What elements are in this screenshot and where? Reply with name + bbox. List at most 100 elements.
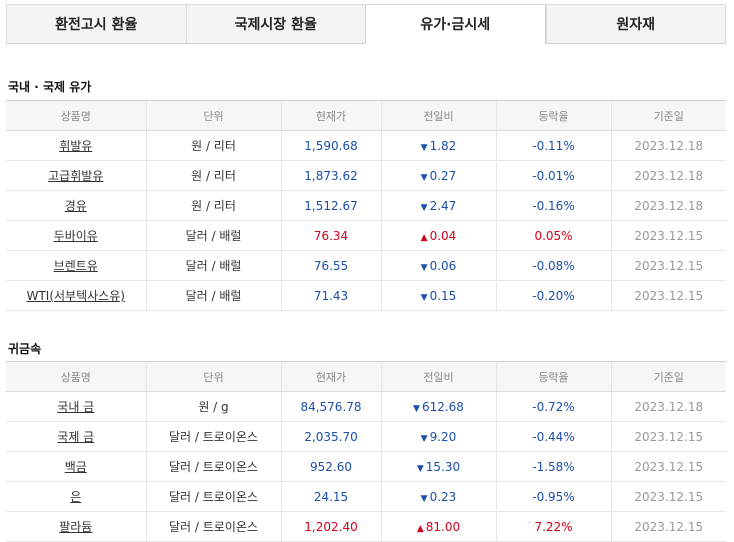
base-date-cell: 2023.12.15 — [610, 250, 726, 281]
product-link[interactable]: 국제 금 — [57, 430, 95, 444]
col-base-date: 기준일 — [610, 100, 726, 131]
triangle-down-icon: ▼ — [420, 292, 428, 303]
current-price-cell: 84,576.78 — [280, 391, 381, 422]
col-product-name: 상품명 — [6, 361, 146, 392]
product-link[interactable]: 두바이유 — [53, 229, 98, 243]
change-rate-cell: -0.44% — [495, 421, 611, 452]
base-date-cell: 2023.12.18 — [610, 130, 726, 161]
product-link[interactable]: 은 — [70, 490, 82, 504]
change-value: 0.06 — [429, 258, 457, 273]
base-date-cell: 2023.12.18 — [610, 190, 726, 221]
triangle-down-icon: ▼ — [420, 262, 428, 273]
change-rate-cell: -0.20% — [495, 280, 611, 311]
change-cell: ▼ 1.82 — [380, 130, 496, 161]
product-link[interactable]: WTI(서부텍사스유) — [26, 289, 125, 303]
unit-cell: 달러 / 배럴 — [145, 250, 281, 281]
current-price-cell: 1,202.40 — [280, 511, 381, 542]
current-price-cell: 24.15 — [280, 481, 381, 512]
product-link[interactable]: 국내 금 — [57, 400, 95, 414]
current-price-cell: 76.34 — [280, 220, 381, 251]
metal-section-title: 귀금속 — [8, 342, 42, 356]
unit-cell: 달러 / 배럴 — [145, 220, 281, 251]
change-cell: ▼ 0.23 — [380, 481, 496, 512]
col-change-rate: 등락율 — [495, 361, 611, 392]
base-date-cell: 2023.12.15 — [610, 421, 726, 452]
product-link[interactable]: 브렌트유 — [53, 259, 98, 273]
col-change: 전일비 — [380, 100, 496, 131]
change-value: 0.23 — [429, 489, 457, 504]
table-row: 경유 원 / 리터 1,512.67 ▼ 2.47 -0.16% 2023.12.18 — [6, 190, 726, 221]
change-value: 0.04 — [429, 228, 457, 243]
product-name-cell: 두바이유 — [6, 220, 146, 251]
triangle-down-icon: ▼ — [413, 403, 420, 414]
tab-oil-gold[interactable]: 유가·금시세 — [365, 4, 546, 44]
table-row: 휘발유 원 / 리터 1,590.68 ▼ 1.82 -0.11% 2023.12.18 — [6, 130, 726, 161]
product-name-cell: 휘발유 — [6, 130, 146, 161]
table-row: 백금 달러 / 트로이온스 952.60 ▼ 15.30 -1.58% 2023.12.15 — [6, 451, 726, 482]
change-cell: ▼ 9.20 — [380, 421, 496, 452]
tab-raw-materials[interactable]: 원자재 — [545, 4, 726, 44]
change-rate-cell: -1.58% — [495, 451, 611, 482]
product-link[interactable]: 백금 — [64, 460, 87, 474]
current-price-cell: 1,873.62 — [280, 160, 381, 191]
product-link[interactable]: 휘발유 — [59, 139, 93, 153]
change-rate-cell: -0.11% — [495, 130, 611, 161]
current-price-cell: 2,035.70 — [280, 421, 381, 452]
col-base-date: 기준일 — [610, 361, 726, 392]
triangle-down-icon: ▼ — [420, 142, 428, 153]
table-row: 은 달러 / 트로이온스 24.15 ▼ 0.23 -0.95% 2023.12.15 — [6, 481, 726, 512]
base-date-cell: 2023.12.18 — [610, 160, 726, 191]
oil-section-title: 국내 · 국제 유가 — [8, 80, 92, 94]
triangle-down-icon: ▼ — [420, 433, 428, 444]
metal-table-header: 상품명 단위 현재가 전일비 등락율 기준일 — [6, 361, 726, 392]
tab-international-exchange[interactable]: 국제시장 환율 — [185, 4, 365, 44]
unit-cell: 달러 / 배럴 — [145, 280, 281, 311]
table-row: 두바이유 달러 / 배럴 76.34 ▲ 0.04 0.05% 2023.12.15 — [6, 220, 726, 251]
change-value: 612.68 — [421, 399, 464, 414]
change-rate-cell: 0.05% — [495, 220, 611, 251]
change-rate-cell: -0.08% — [495, 250, 611, 281]
table-row: 팔라듐 달러 / 트로이온스 1,202.40 ▲ 81.00 7.22% 2023.12.… — [6, 511, 726, 542]
base-date-cell: 2023.12.15 — [610, 220, 726, 251]
metal-price-table: 상품명 단위 현재가 전일비 등락율 기준일 국내 금 원 / g 84,576.7… — [6, 361, 726, 542]
oil-table-header: 상품명 단위 현재가 전일비 등락율 기준일 — [6, 100, 726, 131]
unit-cell: 달러 / 트로이온스 — [145, 421, 281, 452]
base-date-cell: 2023.12.15 — [610, 451, 726, 482]
current-price-cell: 952.60 — [280, 451, 381, 482]
col-current-price: 현재가 — [280, 100, 381, 131]
current-price-cell: 76.55 — [280, 250, 381, 281]
change-cell: ▼ 612.68 — [380, 391, 496, 422]
product-name-cell: 브렌트유 — [6, 250, 146, 281]
change-value: 2.47 — [429, 198, 457, 213]
table-row: 브렌트유 달러 / 배럴 76.55 ▼ 0.06 -0.08% 2023.12.15 — [6, 250, 726, 281]
change-rate-cell: -0.01% — [495, 160, 611, 191]
current-price-cell: 1,590.68 — [280, 130, 381, 161]
unit-cell: 원 / 리터 — [145, 190, 281, 221]
product-link[interactable]: 경유 — [64, 199, 87, 213]
product-name-cell: 은 — [6, 481, 146, 512]
product-link[interactable]: 팔라듐 — [59, 520, 93, 534]
product-name-cell: 경유 — [6, 190, 146, 221]
col-product-name: 상품명 — [6, 100, 146, 131]
product-link[interactable]: 고급휘발유 — [48, 169, 104, 183]
product-name-cell: WTI(서부텍사스유) — [6, 280, 146, 311]
product-name-cell: 팔라듐 — [6, 511, 146, 542]
change-cell: ▼ 2.47 — [380, 190, 496, 221]
change-rate-cell: -0.95% — [495, 481, 611, 512]
triangle-down-icon: ▼ — [420, 202, 428, 213]
tab-exchange-notice[interactable]: 환전고시 환율 — [6, 4, 186, 44]
base-date-cell: 2023.12.18 — [610, 391, 726, 422]
base-date-cell: 2023.12.15 — [610, 481, 726, 512]
current-price-cell: 1,512.67 — [280, 190, 381, 221]
change-rate-cell: 7.22% — [495, 511, 611, 542]
change-value: 0.15 — [429, 288, 457, 303]
change-value: 15.30 — [425, 459, 461, 474]
col-change: 전일비 — [380, 361, 496, 392]
col-current-price: 현재가 — [280, 361, 381, 392]
triangle-down-icon: ▼ — [420, 493, 428, 504]
change-value: 1.82 — [429, 138, 457, 153]
col-unit: 단위 — [145, 361, 281, 392]
change-cell: ▼ 15.30 — [380, 451, 496, 482]
